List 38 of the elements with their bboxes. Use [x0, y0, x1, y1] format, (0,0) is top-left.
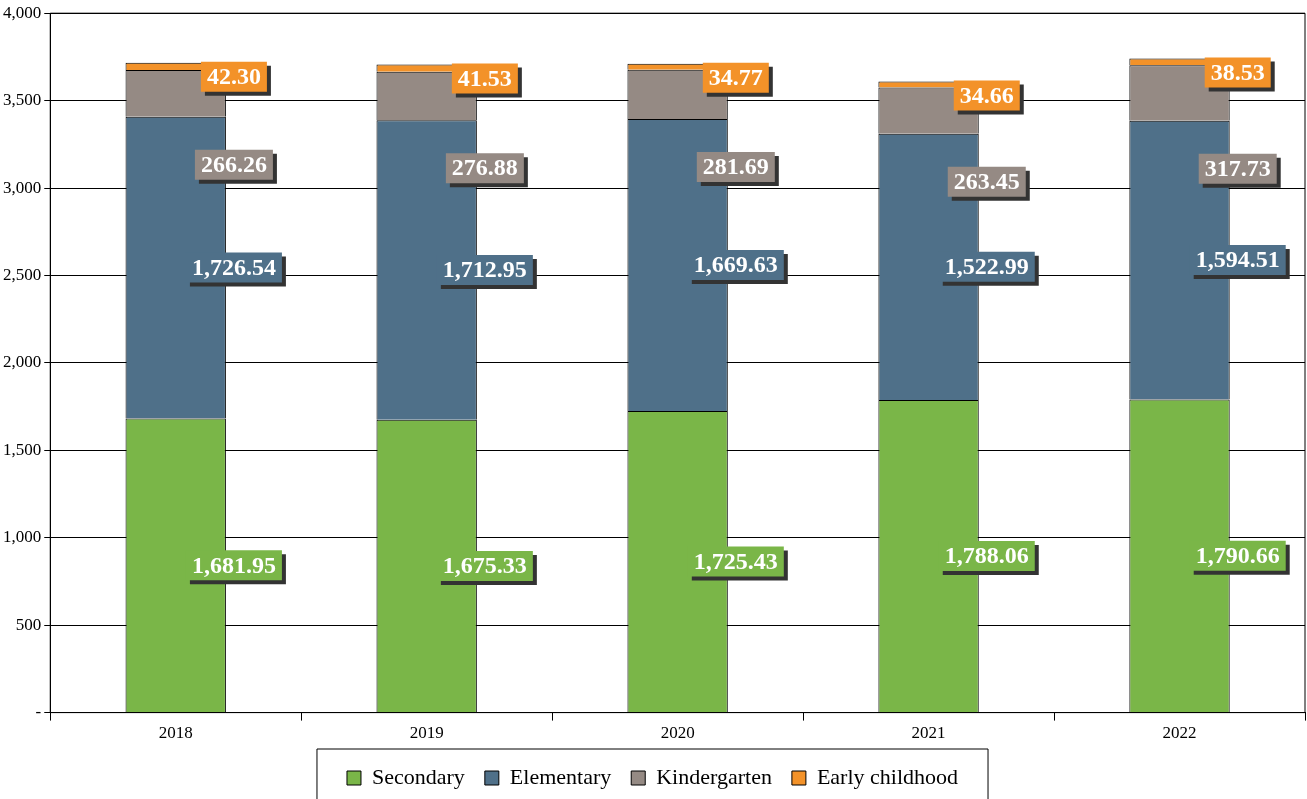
- legend-label: Elementary: [509, 763, 612, 789]
- data-label: 266.26: [200, 150, 267, 177]
- data-label: 1,669.63: [693, 251, 778, 278]
- legend-label: Secondary: [371, 763, 465, 789]
- y-tick-label: 2,500: [3, 264, 42, 284]
- x-tick-label: 2021: [911, 723, 946, 743]
- data-label: 1,725.43: [693, 547, 778, 574]
- legend-label: Early childhood: [816, 763, 959, 789]
- data-label: 34.77: [708, 63, 763, 90]
- data-label: 1,712.95: [442, 256, 527, 283]
- x-tick-label: 2020: [660, 723, 695, 743]
- data-label: 42.30: [206, 62, 261, 89]
- data-label: 1,594.51: [1195, 246, 1280, 273]
- y-tick-label: 1,500: [3, 439, 42, 459]
- data-label: 34.66: [959, 81, 1014, 108]
- y-tick-label: 1,000: [3, 527, 42, 547]
- x-tick-label: 2018: [158, 723, 193, 743]
- data-label: 317.73: [1204, 154, 1271, 181]
- data-label: 1,681.95: [191, 551, 276, 578]
- x-tick-label: 2022: [1162, 723, 1197, 743]
- legend-label: Kindergarten: [656, 763, 772, 789]
- data-label: 276.88: [451, 154, 518, 181]
- y-tick-label: 3,000: [3, 177, 42, 197]
- data-label: 1,790.66: [1195, 542, 1280, 568]
- y-tick-label: 500: [15, 614, 42, 634]
- data-label: 38.53: [1210, 58, 1265, 85]
- y-tick-label: -: [35, 702, 42, 722]
- data-label: 1,675.33: [442, 552, 527, 579]
- data-label: 263.45: [953, 167, 1020, 194]
- data-label: 41.53: [457, 64, 512, 91]
- y-tick-label: 3,500: [3, 90, 42, 110]
- y-tick-label: 4,000: [3, 2, 42, 22]
- data-label: 281.69: [702, 153, 769, 180]
- data-label: 1,726.54: [191, 253, 276, 280]
- data-label: 1,788.06: [944, 542, 1029, 569]
- data-label: 1,522.99: [944, 253, 1029, 280]
- y-tick-label: 2,000: [3, 352, 42, 372]
- x-tick-label: 2019: [409, 723, 444, 743]
